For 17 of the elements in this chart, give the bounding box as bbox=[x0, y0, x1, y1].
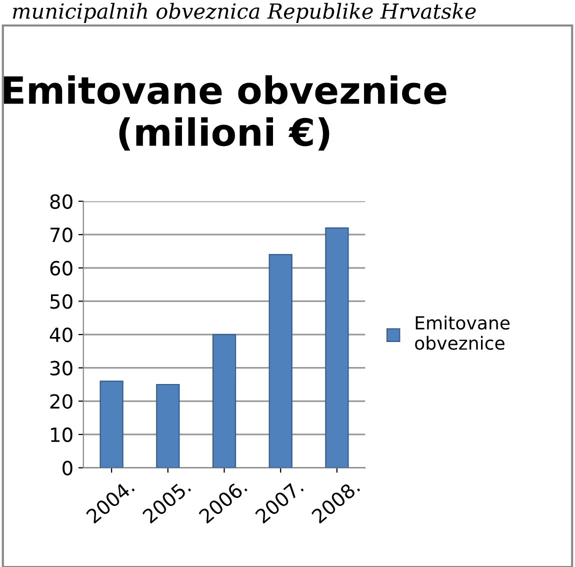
y-tick-label: 80 bbox=[50, 194, 72, 209]
bar bbox=[212, 334, 236, 468]
y-tick-label: 40 bbox=[50, 327, 72, 342]
y-tick-label: 70 bbox=[50, 228, 72, 242]
bar bbox=[100, 380, 124, 468]
y-tick-label: 0 bbox=[62, 460, 72, 476]
y-tick-label: 30 bbox=[50, 360, 72, 376]
y-tick-label: 10 bbox=[51, 427, 72, 442]
legend-label: Emitovane obveznice bbox=[415, 316, 510, 350]
text: municipalnih obveznica Republike Hrvatske bbox=[12, 2, 476, 23]
chart-title: Emitovane obveznice (milioni €) bbox=[4, 75, 446, 151]
y-tick-label: 60 bbox=[50, 260, 72, 276]
bar bbox=[325, 227, 349, 468]
y-tick-label: 50 bbox=[50, 294, 72, 309]
bar bbox=[156, 384, 180, 468]
bar bbox=[268, 254, 292, 468]
y-tick-label: 20 bbox=[50, 394, 72, 409]
